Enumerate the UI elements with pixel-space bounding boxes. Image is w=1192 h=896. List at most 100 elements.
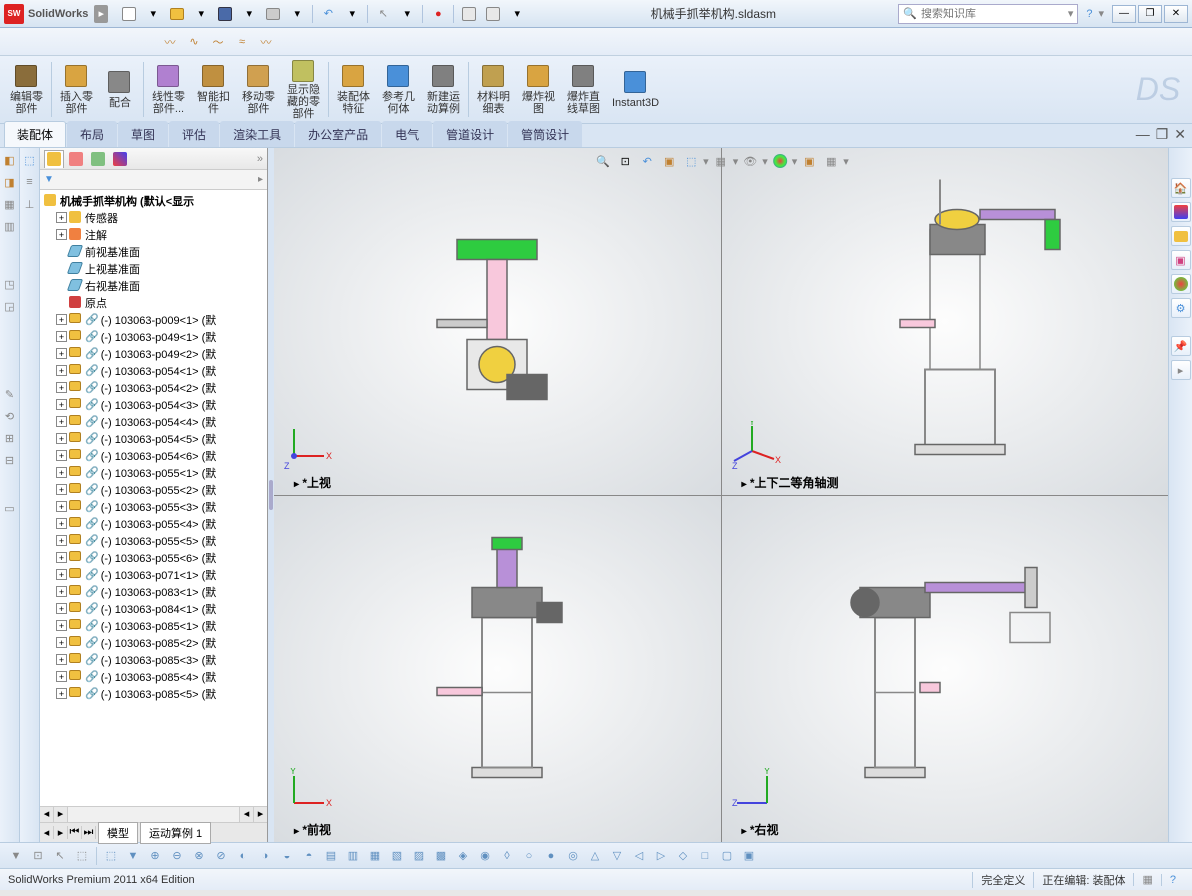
tree-tab-4[interactable]	[110, 150, 130, 168]
help-icon[interactable]: ?	[1086, 8, 1092, 20]
vt-hide[interactable]: 👁	[740, 151, 760, 171]
tree-part-6[interactable]: +🔗(-) 103063-p054<4> (默	[42, 413, 265, 430]
qat-more[interactable]: ▾	[506, 3, 528, 25]
bt-btn-25[interactable]: ●	[541, 846, 561, 866]
tab-2[interactable]: 草图	[118, 121, 168, 147]
tree-root[interactable]: 机械手抓举机构 (默认<显示	[42, 192, 265, 209]
viewport-0[interactable]: XZ▸ *上视	[274, 148, 721, 495]
sl-icon-11[interactable]: ▭	[2, 500, 18, 516]
qat-undo[interactable]: ↶	[317, 3, 339, 25]
sr-appear[interactable]	[1171, 274, 1191, 294]
tb2-icon-2[interactable]: ∿	[184, 32, 204, 52]
bt-btn-12[interactable]: ◑	[255, 846, 275, 866]
sl-icon-8[interactable]: ⟲	[2, 408, 18, 424]
tab-8[interactable]: 管筒设计	[508, 121, 582, 147]
tree-part-9[interactable]: +🔗(-) 103063-p055<1> (默	[42, 464, 265, 481]
tree-part-17[interactable]: +🔗(-) 103063-p084<1> (默	[42, 600, 265, 617]
status-icon-2[interactable]: ?	[1161, 874, 1184, 886]
sl-icon-1[interactable]: ◧	[2, 152, 18, 168]
tb2-icon-3[interactable]: 〜	[208, 32, 228, 52]
sl-icon-7[interactable]: ✎	[2, 386, 18, 402]
tree-tab-2[interactable]	[66, 150, 86, 168]
tree-part-20[interactable]: +🔗(-) 103063-p085<3> (默	[42, 651, 265, 668]
tree-node-5[interactable]: 原点	[42, 294, 265, 311]
bt-btn-18[interactable]: ▧	[387, 846, 407, 866]
sl-icon-10[interactable]: ⊟	[2, 452, 18, 468]
vt-display[interactable]: ▦	[711, 151, 731, 171]
vt-render[interactable]: ▦	[821, 151, 841, 171]
bt-btn-0[interactable]: ▼	[6, 846, 26, 866]
bt-btn-5[interactable]: ⬚	[101, 846, 121, 866]
bt-btn-1[interactable]: ⊡	[28, 846, 48, 866]
close-button[interactable]: ✕	[1164, 5, 1188, 23]
ribbon-btn-9[interactable]: 新建运动算例	[421, 58, 466, 121]
bt-btn-7[interactable]: ⊕	[145, 846, 165, 866]
qat-save[interactable]	[214, 3, 236, 25]
app-menu-arrow[interactable]: ▸	[94, 5, 108, 23]
tab-5[interactable]: 办公室产品	[295, 121, 381, 147]
tree-part-10[interactable]: +🔗(-) 103063-p055<2> (默	[42, 481, 265, 498]
vt-scene[interactable]: ▣	[799, 151, 819, 171]
sl-icon-5[interactable]: ◳	[2, 276, 18, 292]
bt-btn-30[interactable]: ▷	[651, 846, 671, 866]
sr-home[interactable]: 🏠	[1171, 178, 1191, 198]
bt-btn-26[interactable]: ◎	[563, 846, 583, 866]
bt-btn-16[interactable]: ▥	[343, 846, 363, 866]
mdi-minimize[interactable]: —	[1136, 126, 1150, 143]
status-icon-1[interactable]: ▦	[1133, 873, 1160, 886]
tb2-icon-4[interactable]: ≈	[232, 32, 252, 52]
bt-btn-24[interactable]: ○	[519, 846, 539, 866]
bt-btn-23[interactable]: ◊	[497, 846, 517, 866]
bt-btn-21[interactable]: ◈	[453, 846, 473, 866]
ribbon-btn-4[interactable]: 智能扣件	[191, 58, 236, 121]
bt-btn-31[interactable]: ◇	[673, 846, 693, 866]
bt-btn-6[interactable]: ▼	[123, 846, 143, 866]
bt-btn-34[interactable]: ▣	[739, 846, 759, 866]
sr-pin[interactable]: 📌	[1171, 336, 1191, 356]
bt-btn-32[interactable]: □	[695, 846, 715, 866]
tab-6[interactable]: 电气	[382, 121, 432, 147]
tree-node-2[interactable]: 前视基准面	[42, 243, 265, 260]
bt-btn-9[interactable]: ⊗	[189, 846, 209, 866]
viewport-3[interactable]: ZY▸ *右视	[722, 496, 1169, 843]
ribbon-btn-1[interactable]: 插入零部件	[54, 58, 99, 121]
qat-select-dd[interactable]: ▾	[396, 3, 418, 25]
qat-settings[interactable]	[482, 3, 504, 25]
tree-part-16[interactable]: +🔗(-) 103063-p083<1> (默	[42, 583, 265, 600]
tree-node-3[interactable]: 上视基准面	[42, 260, 265, 277]
tab-0[interactable]: 装配体	[4, 121, 66, 147]
qat-open[interactable]	[166, 3, 188, 25]
bt-btn-8[interactable]: ⊖	[167, 846, 187, 866]
ribbon-btn-2[interactable]: 配合	[99, 58, 141, 121]
bt-btn-13[interactable]: ◒	[277, 846, 297, 866]
tree-part-12[interactable]: +🔗(-) 103063-p055<4> (默	[42, 515, 265, 532]
tree-part-3[interactable]: +🔗(-) 103063-p054<1> (默	[42, 362, 265, 379]
sr-custom[interactable]: ⚙	[1171, 298, 1191, 318]
tree-part-15[interactable]: +🔗(-) 103063-p071<1> (默	[42, 566, 265, 583]
tree-part-22[interactable]: +🔗(-) 103063-p085<5> (默	[42, 685, 265, 702]
tree-filter[interactable]: ▼ ▸	[40, 170, 267, 190]
bt-btn-27[interactable]: △	[585, 846, 605, 866]
tree-part-13[interactable]: +🔗(-) 103063-p055<5> (默	[42, 532, 265, 549]
qat-new-dd[interactable]: ▾	[142, 3, 164, 25]
search-input[interactable]	[921, 8, 1068, 20]
sl-icon-4[interactable]: ▥	[2, 218, 18, 234]
tab-3[interactable]: 评估	[169, 121, 219, 147]
bottom-tab-0[interactable]: 模型	[98, 822, 138, 844]
ribbon-btn-3[interactable]: 线性零部件...	[146, 58, 191, 121]
tree-part-19[interactable]: +🔗(-) 103063-p085<2> (默	[42, 634, 265, 651]
bt-btn-33[interactable]: ▢	[717, 846, 737, 866]
bt-btn-10[interactable]: ⊘	[211, 846, 231, 866]
minimize-button[interactable]: —	[1112, 5, 1136, 23]
tree-part-4[interactable]: +🔗(-) 103063-p054<2> (默	[42, 379, 265, 396]
bt-btn-2[interactable]: ↖	[50, 846, 70, 866]
tb2-icon-5[interactable]: 〰	[256, 32, 276, 52]
help-dd[interactable]: ▾	[1098, 7, 1104, 20]
vt-zoom-area[interactable]: ⊡	[615, 151, 635, 171]
tree-tab-3[interactable]	[88, 150, 108, 168]
tree-part-8[interactable]: +🔗(-) 103063-p054<6> (默	[42, 447, 265, 464]
sl-icon-9[interactable]: ⊞	[2, 430, 18, 446]
sl2-icon-2[interactable]: ≡	[22, 174, 38, 190]
tree-part-1[interactable]: +🔗(-) 103063-p049<1> (默	[42, 328, 265, 345]
tree-node-1[interactable]: +注解	[42, 226, 265, 243]
